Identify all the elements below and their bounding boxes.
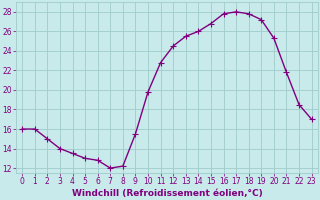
X-axis label: Windchill (Refroidissement éolien,°C): Windchill (Refroidissement éolien,°C) bbox=[72, 189, 262, 198]
